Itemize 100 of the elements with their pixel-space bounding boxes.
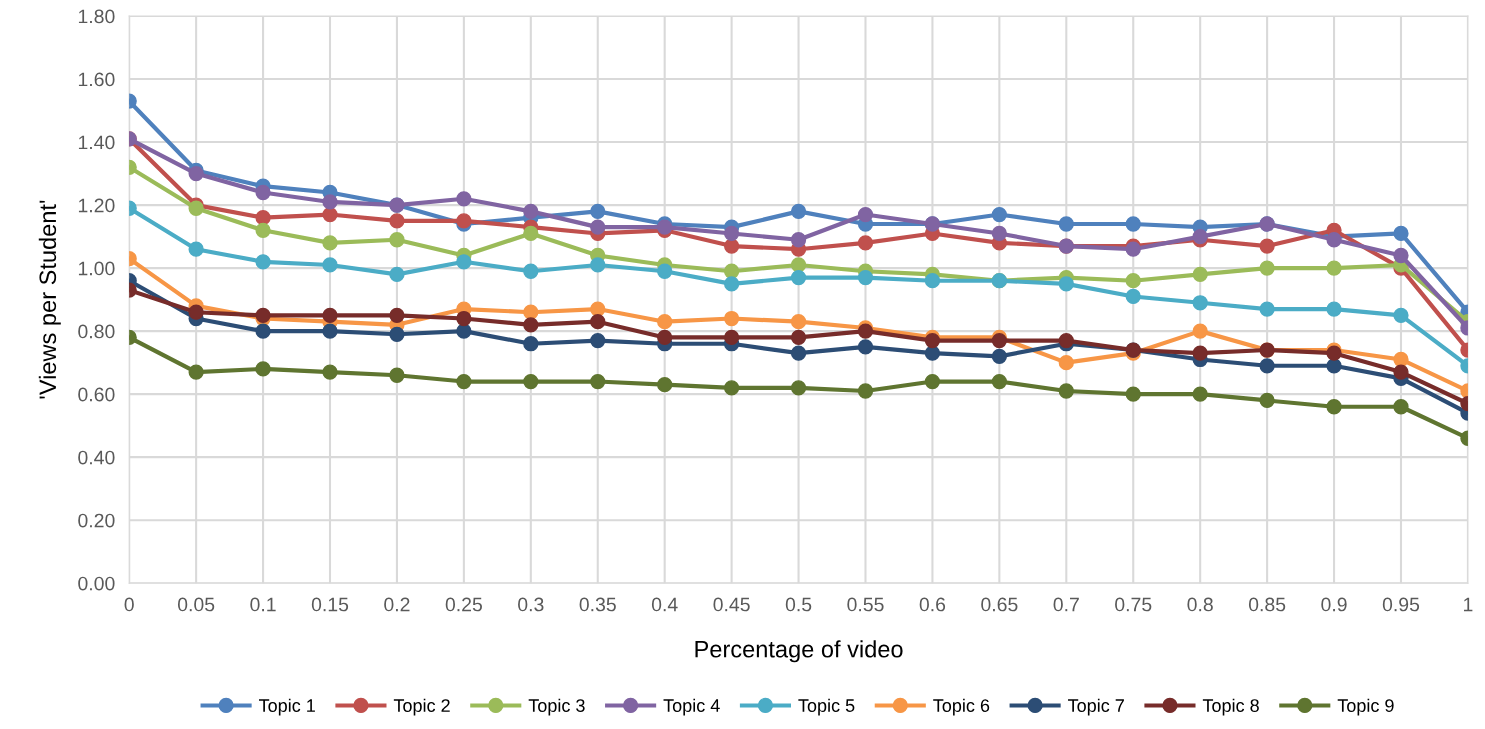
x-tick-label: 0.7 — [1053, 597, 1079, 612]
legend-label: Topic 4 — [663, 698, 720, 716]
point — [857, 339, 874, 355]
point — [255, 222, 271, 238]
x-tick-label: 0.4 — [651, 597, 678, 612]
legend-label: Topic 8 — [1202, 698, 1259, 716]
point — [523, 304, 539, 320]
point — [1192, 228, 1208, 245]
x-tick-label: 1 — [1464, 597, 1473, 612]
point — [389, 266, 405, 283]
point — [1393, 307, 1409, 324]
x-tick-label: 0.9 — [1321, 597, 1347, 612]
point — [1393, 399, 1409, 415]
point — [523, 317, 539, 333]
y-tick-label: 0.40 — [78, 450, 115, 465]
point — [1393, 225, 1409, 242]
point — [991, 348, 1008, 364]
point — [1326, 232, 1342, 248]
point — [723, 310, 740, 327]
point — [456, 254, 472, 270]
point — [1192, 295, 1208, 311]
point — [523, 263, 539, 279]
point — [456, 373, 472, 390]
y-tick-label: 1.80 — [78, 9, 115, 24]
point — [790, 329, 807, 346]
point — [1125, 216, 1141, 232]
point — [924, 373, 941, 390]
x-tick-label: 0.55 — [847, 597, 884, 612]
point — [723, 263, 740, 279]
point — [1058, 332, 1074, 349]
point — [723, 380, 740, 396]
point — [523, 336, 539, 352]
x-tick-label: 0.75 — [1115, 597, 1152, 612]
point — [456, 323, 472, 339]
point — [1192, 323, 1208, 339]
point — [723, 329, 740, 346]
point — [857, 269, 874, 286]
point — [322, 206, 338, 223]
point — [657, 377, 673, 393]
y-tick-label: 1.40 — [78, 135, 115, 150]
point — [255, 184, 271, 201]
point — [1326, 399, 1342, 415]
point — [857, 235, 874, 251]
point — [857, 383, 874, 399]
point — [322, 194, 338, 210]
point — [188, 241, 204, 257]
point — [1125, 273, 1141, 289]
legend-label: Topic 6 — [933, 698, 990, 716]
point — [389, 232, 405, 248]
point — [657, 314, 673, 330]
point — [255, 210, 271, 226]
point — [389, 326, 405, 342]
x-axis-title: Percentage of video — [695, 640, 903, 663]
point — [1393, 364, 1409, 380]
legend-label: Topic 5 — [798, 698, 855, 716]
point — [456, 310, 472, 327]
legend-label: Topic 9 — [1337, 698, 1394, 716]
y-tick-label: 1.00 — [78, 261, 115, 276]
point — [590, 314, 606, 330]
point — [1125, 288, 1141, 305]
y-tick-label: 0.00 — [78, 576, 115, 591]
point — [523, 203, 539, 220]
point — [1259, 238, 1275, 254]
x-tick-label: 0.15 — [311, 597, 349, 612]
point — [1192, 266, 1208, 283]
point — [1259, 358, 1275, 374]
y-tick-label: 1.60 — [78, 72, 115, 87]
point — [1393, 351, 1409, 368]
point — [857, 206, 874, 223]
point — [590, 373, 606, 390]
legend-label: Topic 1 — [259, 698, 315, 716]
point — [790, 232, 807, 248]
x-tick-label: 0.35 — [579, 597, 616, 612]
point — [590, 203, 606, 220]
point — [1326, 301, 1342, 317]
x-tick-label: 0 — [124, 597, 134, 612]
point — [1192, 386, 1208, 402]
point — [991, 225, 1008, 242]
point — [188, 304, 204, 320]
point — [255, 323, 271, 339]
point — [657, 329, 673, 346]
point — [1058, 276, 1074, 292]
point — [1259, 260, 1275, 276]
point — [322, 323, 338, 339]
x-tick-label: 0.05 — [177, 597, 215, 612]
y-axis-title: 'Views per Student' — [38, 200, 61, 399]
point — [590, 219, 606, 235]
y-tick-label: 1.20 — [78, 198, 115, 213]
point — [790, 203, 807, 220]
point — [1393, 247, 1409, 264]
x-tick-label: 0.65 — [981, 597, 1018, 612]
point — [1058, 383, 1074, 399]
point — [1192, 345, 1208, 361]
point — [1125, 386, 1141, 402]
point — [924, 273, 941, 289]
x-tick-label: 0.95 — [1382, 597, 1420, 612]
x-tick-label: 0.5 — [785, 597, 812, 612]
y-tick-label: 0.60 — [78, 387, 115, 402]
point — [456, 191, 472, 207]
point — [523, 225, 539, 242]
